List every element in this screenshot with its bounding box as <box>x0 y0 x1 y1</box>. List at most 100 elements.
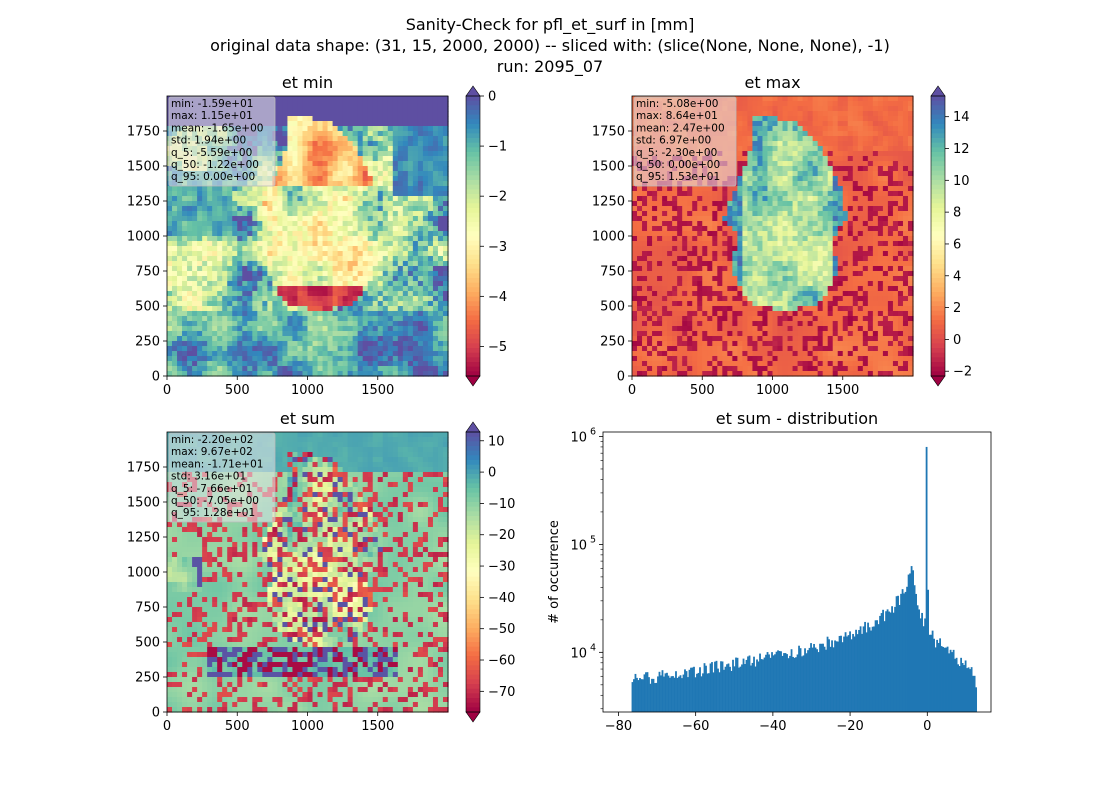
heatmap-cell <box>372 301 379 307</box>
heatmap-cell <box>887 241 894 247</box>
heatmap-cell <box>352 331 359 337</box>
heatmap-cell <box>352 346 359 352</box>
heatmap-cell <box>242 281 248 287</box>
heatmap-cell <box>362 281 369 287</box>
heatmap-cell <box>337 131 344 137</box>
heatmap-cell <box>342 341 349 347</box>
heatmap-cell <box>202 301 208 307</box>
heatmap-cell <box>722 236 728 242</box>
heatmap-cell <box>412 196 419 202</box>
heatmap-cell <box>867 141 874 147</box>
heatmap-cell <box>267 346 273 352</box>
heatmap-cell <box>707 186 713 192</box>
heatmap-cell <box>317 171 324 177</box>
heatmap-cell <box>842 241 849 247</box>
heatmap-cell <box>327 101 334 107</box>
heatmap-cell <box>717 246 723 252</box>
heatmap-cell <box>907 136 914 142</box>
heatmap-cell <box>307 256 314 262</box>
heatmap-cell <box>782 151 789 157</box>
heatmap-cell <box>307 141 314 147</box>
heatmap-cell <box>647 226 653 232</box>
heatmap-cell <box>842 141 849 147</box>
heatmap-cell <box>427 201 434 207</box>
heatmap-cell <box>382 241 389 247</box>
heatmap-cell <box>327 96 334 102</box>
heatmap-cell <box>337 221 344 227</box>
heatmap-cell <box>217 191 223 197</box>
heatmap-cell <box>442 346 449 352</box>
heatmap-cell <box>747 151 754 157</box>
heatmap-cell <box>672 201 678 207</box>
heatmap-cell <box>797 126 804 132</box>
heatmap-cell <box>367 286 374 292</box>
heatmap-cell <box>792 131 799 137</box>
heatmap-cell <box>657 246 663 252</box>
heatmap-cell <box>282 101 289 107</box>
heatmap-cell <box>747 171 754 177</box>
heatmap-cell <box>372 276 379 282</box>
heatmap-cell <box>872 101 879 107</box>
heatmap-cell <box>652 241 658 247</box>
heatmap-cell <box>212 331 218 337</box>
heatmap-cell <box>277 296 284 302</box>
heatmap-cell <box>762 111 769 117</box>
heatmap-cell <box>287 196 294 202</box>
heatmap-cell <box>887 136 894 142</box>
heatmap-cell <box>317 336 324 342</box>
heatmap-cell <box>382 301 389 307</box>
heatmap-cell <box>852 211 859 217</box>
heatmap-cell <box>247 351 253 357</box>
heatmap-cell <box>722 191 728 197</box>
heatmap-cell <box>367 191 374 197</box>
heatmap-cell <box>692 196 698 202</box>
x-tick-label: 500 <box>225 383 250 398</box>
heatmap-cell <box>237 361 243 367</box>
heatmap-cell <box>897 131 904 137</box>
heatmap-cell <box>392 206 399 212</box>
heatmap-cell <box>292 236 299 242</box>
heatmap-cell <box>182 226 188 232</box>
heatmap-cell <box>257 231 263 237</box>
heatmap-cell <box>772 116 779 122</box>
heatmap-cell <box>307 316 314 322</box>
heatmap-cell <box>257 361 263 367</box>
heatmap-cell <box>222 356 228 362</box>
heatmap-cell <box>442 271 449 277</box>
heatmap-cell <box>407 326 414 332</box>
heatmap-cell <box>262 326 268 332</box>
heatmap-cell <box>392 141 399 147</box>
heatmap-cell <box>647 201 653 207</box>
heatmap-cell <box>887 106 894 112</box>
heatmap-cell <box>882 146 889 152</box>
heatmap-cell <box>367 251 374 257</box>
heatmap-cell <box>442 276 449 282</box>
heatmap-cell <box>392 361 399 367</box>
heatmap-cell <box>762 241 769 247</box>
heatmap-cell <box>372 311 379 317</box>
heatmap-cell <box>257 331 263 337</box>
heatmap-cell <box>297 191 304 197</box>
heatmap-cell <box>322 146 329 152</box>
heatmap-cell <box>282 316 289 322</box>
heatmap-cell <box>172 291 178 297</box>
heatmap-cell <box>907 146 914 152</box>
heatmap-cell <box>827 216 834 222</box>
heatmap-cell <box>172 196 178 202</box>
heatmap-cell <box>352 141 359 147</box>
heatmap-cell <box>362 351 369 357</box>
heatmap-cell <box>802 176 809 182</box>
heatmap-cell <box>407 151 414 157</box>
heatmap-cell <box>252 331 258 337</box>
heatmap-cell <box>432 166 439 172</box>
heatmap-cell <box>392 161 399 167</box>
heatmap-cell <box>362 206 369 212</box>
heatmap-cell <box>342 261 349 267</box>
heatmap-cell <box>262 316 268 322</box>
heatmap-cell <box>207 271 213 277</box>
heatmap-cell <box>832 236 839 242</box>
heatmap-cell <box>752 116 759 122</box>
heatmap-cell <box>732 221 738 227</box>
heatmap-cell <box>412 116 419 122</box>
heatmap-cell <box>227 191 233 197</box>
